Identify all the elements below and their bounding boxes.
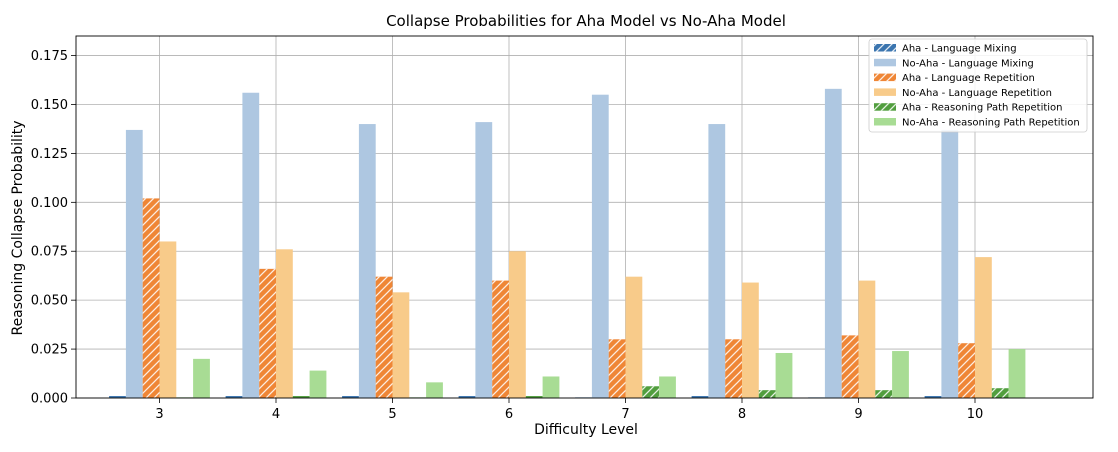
bar xyxy=(509,251,526,398)
bar xyxy=(975,257,992,398)
x-tick-label: 5 xyxy=(388,407,396,422)
bar-hatch xyxy=(608,339,626,398)
bar xyxy=(242,92,260,399)
y-tick-label: 0.125 xyxy=(31,147,68,162)
bar xyxy=(109,396,126,398)
bar xyxy=(824,88,842,399)
bar xyxy=(542,376,560,398)
legend-entry: Aha - Language Mixing xyxy=(902,44,1017,55)
bar xyxy=(392,292,410,398)
legend-swatch-hatch xyxy=(874,44,896,52)
bar-hatch xyxy=(841,335,859,398)
bar xyxy=(708,124,726,399)
bar xyxy=(426,382,443,398)
bars xyxy=(109,88,1026,399)
y-axis-label: Reasoning Collapse Probability xyxy=(10,120,26,335)
bar xyxy=(309,370,327,398)
bar xyxy=(159,241,177,398)
bar-hatch xyxy=(642,386,660,398)
bar xyxy=(225,396,243,398)
bar xyxy=(659,376,676,398)
legend: Aha - Language Mixing No-Aha - Language M… xyxy=(868,38,1088,133)
axes: 0.000 0.025 0.050 0.075 0.100 0.125 0.150 0.175… xyxy=(31,35,1094,422)
x-tick-label: 8 xyxy=(738,407,746,422)
bar xyxy=(941,129,959,399)
bar-hatch xyxy=(991,388,1009,398)
bar xyxy=(475,122,493,399)
plot-frame xyxy=(75,35,1094,399)
bar xyxy=(775,352,793,398)
x-tick-label: 9 xyxy=(854,407,862,422)
legend-swatch xyxy=(874,118,896,126)
bar xyxy=(358,124,376,399)
bar xyxy=(691,396,709,398)
x-tick-label: 10 xyxy=(967,407,984,422)
legend-swatch xyxy=(874,58,896,67)
bar-hatch xyxy=(725,339,742,398)
bar-hatch xyxy=(875,390,893,398)
x-tick-label: 3 xyxy=(155,407,163,422)
y-tick-label: 0.100 xyxy=(31,196,68,211)
bar xyxy=(742,282,759,398)
y-tick-label: 0.175 xyxy=(31,49,68,64)
x-tick-label: 4 xyxy=(272,407,280,422)
legend-swatch-hatch xyxy=(874,73,896,82)
bar xyxy=(292,396,310,398)
legend-box xyxy=(868,38,1088,133)
legend-entry: No-Aha - Reasoning Path Repetition xyxy=(902,118,1080,129)
bar xyxy=(1008,349,1026,398)
bar xyxy=(276,249,293,398)
bar-hatch xyxy=(492,280,509,398)
legend-swatch xyxy=(874,88,896,96)
bar xyxy=(625,276,643,398)
bar xyxy=(193,358,210,398)
chart-title: Collapse Probabilities for Aha Model vs … xyxy=(386,12,786,30)
y-tick-label: 0.150 xyxy=(31,98,68,113)
bar xyxy=(125,129,143,399)
y-tick-label: 0.075 xyxy=(31,245,68,260)
bar xyxy=(892,351,909,398)
bar xyxy=(591,94,609,399)
legend-entry: No-Aha - Language Repetition xyxy=(902,88,1052,99)
bar xyxy=(858,280,876,398)
x-tick-label: 7 xyxy=(621,407,629,422)
x-axis-label: Difficulty Level xyxy=(534,422,638,438)
x-tick-label: 6 xyxy=(505,407,513,422)
legend-entry: Aha - Reasoning Path Repetition xyxy=(902,103,1063,114)
y-tick-label: 0.050 xyxy=(31,294,68,309)
bar-hatch xyxy=(142,198,160,398)
bar xyxy=(342,396,359,398)
bar-hatch xyxy=(375,276,393,398)
bar-hatch xyxy=(758,390,776,398)
y-tick-label: 0.025 xyxy=(31,343,68,358)
legend-entry: Aha - Language Repetition xyxy=(902,73,1035,84)
legend-swatch-hatch xyxy=(874,103,896,111)
bar xyxy=(525,396,543,398)
bar xyxy=(458,396,476,398)
bar-hatch xyxy=(958,343,975,398)
y-tick-label: 0.000 xyxy=(31,392,68,407)
legend-entry: No-Aha - Language Mixing xyxy=(902,58,1034,69)
bar xyxy=(924,396,942,398)
bar-hatch xyxy=(259,268,276,398)
